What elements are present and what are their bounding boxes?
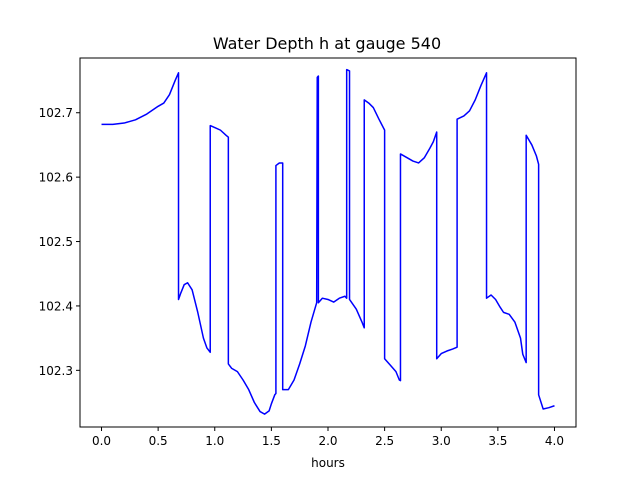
x-tick-label: 2.5 — [375, 434, 394, 448]
plot-area — [101, 68, 555, 415]
x-tick-label: 1.5 — [262, 434, 281, 448]
x-axis: 0.0 0.5 1.0 1.5 2.0 2.5 3.0 3.5 4.0 — [92, 427, 564, 448]
series-line — [101, 68, 555, 415]
y-tick-label: 102.3 — [39, 364, 73, 378]
x-tick-label: 1.0 — [205, 434, 224, 448]
x-tick-label: 2.0 — [318, 434, 337, 448]
y-axis: 102.3 102.4 102.5 102.6 102.7 — [39, 106, 80, 378]
x-tick-label: 0.0 — [92, 434, 111, 448]
x-axis-label: hours — [311, 456, 345, 470]
x-tick-label: 4.0 — [545, 434, 564, 448]
x-tick-label: 3.0 — [432, 434, 451, 448]
y-tick-label: 102.5 — [39, 235, 73, 249]
y-tick-label: 102.7 — [39, 106, 73, 120]
plot-frame — [79, 57, 577, 428]
chart-title: Water Depth h at gauge 540 — [213, 34, 441, 53]
y-tick-label: 102.4 — [39, 299, 73, 313]
x-tick-label: 3.5 — [488, 434, 507, 448]
y-tick-label: 102.6 — [39, 171, 73, 185]
x-tick-label: 0.5 — [149, 434, 168, 448]
